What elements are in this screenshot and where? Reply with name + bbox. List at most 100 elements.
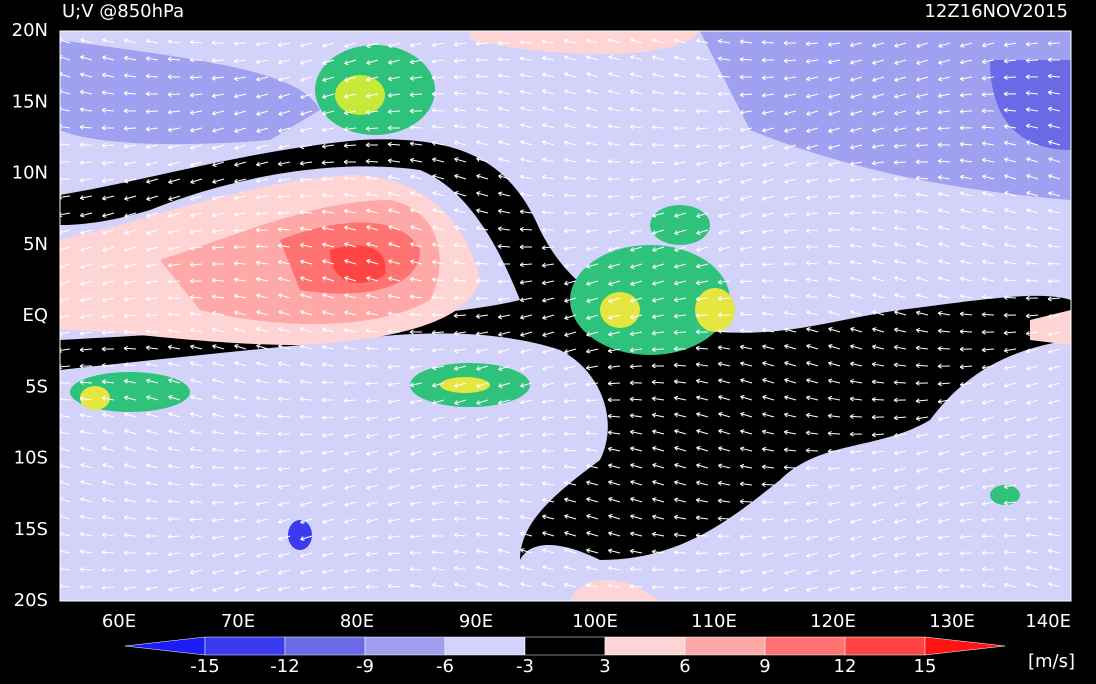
wind-arrow	[343, 380, 357, 386]
wind-arrow	[145, 551, 159, 557]
wind-arrow	[959, 583, 973, 589]
wind-arrow	[79, 212, 93, 218]
wind-arrow	[1004, 416, 1017, 422]
wind-arrow	[123, 378, 137, 384]
wind-arrow	[145, 73, 159, 79]
wind-arrow	[321, 209, 335, 215]
wind-arrow	[871, 193, 885, 199]
wind-arrow	[475, 313, 489, 319]
wind-arrow	[497, 416, 511, 422]
wind-arrow	[629, 212, 643, 218]
wind-arrow	[300, 501, 313, 507]
wind-arrow	[937, 158, 951, 164]
wind-arrow	[234, 569, 247, 575]
wind-arrow	[673, 107, 687, 113]
wind-arrow	[410, 191, 423, 197]
wind-arrow	[190, 144, 203, 150]
wind-arrow	[542, 297, 555, 303]
wind-arrow	[827, 431, 841, 437]
wind-arrow	[212, 327, 225, 333]
wind-arrow	[673, 297, 687, 303]
wind-arrow	[1025, 90, 1039, 96]
wind-arrow	[762, 378, 775, 384]
convection	[70, 45, 1020, 550]
wind-arrow	[1048, 123, 1061, 129]
wind-arrow	[365, 345, 379, 351]
wind-arrow	[563, 228, 577, 234]
wind-arrow	[278, 76, 291, 82]
wind-arrow	[432, 157, 445, 163]
wind-arrow	[717, 263, 731, 269]
wind-arrow	[608, 497, 621, 503]
wind-arrow	[431, 533, 445, 539]
wind-arrow	[299, 414, 313, 420]
wind-arrow	[299, 177, 313, 183]
wind-arrow	[453, 516, 467, 522]
wind-arrow	[981, 329, 995, 335]
wind-arrow	[805, 41, 819, 47]
wind-arrow	[1003, 533, 1017, 539]
wind-arrow	[673, 379, 687, 385]
lon-label: 110E	[691, 611, 737, 632]
wind-arrow	[101, 412, 115, 418]
wind-arrow	[871, 586, 885, 592]
wind-arrow	[541, 497, 555, 503]
wind-arrow	[1048, 191, 1061, 197]
wind-arrow	[1026, 382, 1039, 388]
wind-arrow	[695, 585, 709, 591]
wind-arrow	[1003, 312, 1017, 318]
wind-arrow	[959, 59, 973, 65]
wind-arrow	[740, 161, 753, 167]
wind-arrow	[299, 144, 313, 150]
wind-arrow	[387, 141, 401, 147]
wind-arrow	[343, 192, 357, 198]
wind-arrow	[321, 127, 335, 133]
wind-arrow	[586, 38, 599, 44]
wind-arrow	[761, 278, 775, 284]
wind-arrow	[673, 55, 687, 61]
wind-arrow	[937, 416, 951, 422]
wind-arrow	[101, 379, 115, 385]
wind-arrow	[344, 76, 357, 82]
colorbar-box	[844, 636, 926, 656]
wind-arrow	[1048, 348, 1061, 354]
wind-arrow	[828, 144, 841, 150]
wind-arrow	[497, 243, 511, 249]
wind-arrow	[190, 161, 203, 167]
wind-arrow	[453, 450, 467, 456]
wind-arrow	[388, 433, 401, 439]
wind-arrow	[1025, 467, 1039, 473]
wind-arrow	[123, 161, 137, 167]
wind-arrow	[563, 192, 577, 198]
wind-arrow	[717, 279, 731, 285]
wind-arrow	[1025, 74, 1039, 80]
wind-arrow	[850, 552, 863, 558]
wind-arrow	[542, 89, 555, 95]
wind-arrow	[849, 466, 863, 472]
wind-arrow	[365, 109, 379, 115]
wind-arrow	[101, 143, 115, 149]
wind-arrow	[431, 330, 445, 336]
wind-arrow	[190, 586, 203, 592]
wind-arrow	[784, 586, 797, 592]
wind-arrow	[981, 276, 995, 282]
wind-arrow	[586, 331, 599, 337]
wind-arrow	[651, 531, 665, 537]
wind-arrow	[629, 380, 643, 386]
wind-arrow	[1003, 500, 1017, 506]
wind-arrow	[497, 73, 511, 79]
wind-arrow	[585, 430, 599, 436]
wind-arrow	[607, 430, 621, 436]
wind-arrow	[321, 225, 335, 231]
wind-arrow	[872, 484, 885, 490]
wind-arrow	[123, 313, 137, 319]
wind-arrow	[344, 276, 357, 282]
wind-arrow	[893, 225, 907, 231]
wind-arrow	[1025, 278, 1039, 284]
wind-arrow	[827, 483, 841, 489]
wind-arrow	[673, 346, 687, 352]
wind-arrow	[520, 89, 533, 95]
wind-arrow	[387, 399, 401, 405]
wind-arrow	[476, 565, 489, 571]
wind-arrow	[476, 140, 489, 146]
